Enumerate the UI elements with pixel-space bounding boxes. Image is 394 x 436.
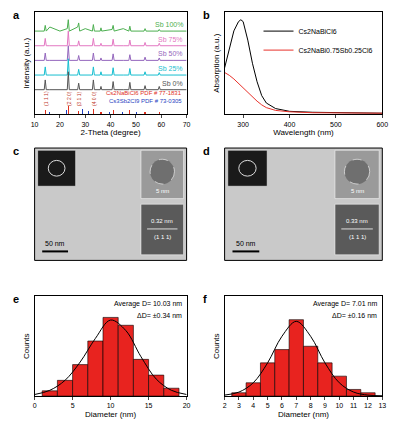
svg-text:10: 10	[107, 402, 115, 409]
svg-text:400: 400	[284, 121, 296, 128]
svg-text:Sb 25%: Sb 25%	[158, 65, 183, 72]
svg-text:Sb 75%: Sb 75%	[158, 36, 183, 43]
svg-text:15: 15	[145, 402, 153, 409]
svg-text:3: 3	[237, 402, 241, 409]
svg-text:30: 30	[81, 121, 89, 128]
svg-text:0.32 nm: 0.32 nm	[151, 218, 173, 224]
svg-text:Counts: Counts	[212, 334, 221, 359]
svg-text:(1 1 1): (1 1 1)	[154, 234, 171, 240]
svg-text:70: 70	[183, 121, 191, 128]
svg-text:2: 2	[223, 402, 227, 409]
svg-text:(1 1 1): (1 1 1)	[43, 91, 49, 106]
svg-text:12: 12	[364, 402, 372, 409]
svg-text:10: 10	[335, 402, 343, 409]
svg-text:Counts: Counts	[22, 334, 31, 359]
svg-text:f: f	[203, 293, 207, 305]
svg-text:4: 4	[251, 402, 255, 409]
svg-text:500: 500	[330, 121, 342, 128]
svg-text:5: 5	[266, 402, 270, 409]
svg-text:a: a	[13, 9, 20, 21]
svg-text:Absorption (a.u.): Absorption (a.u.)	[212, 33, 221, 92]
svg-text:Cs2NaBi0.75Sb0.25Cl6: Cs2NaBi0.75Sb0.25Cl6	[299, 47, 373, 54]
svg-text:20: 20	[183, 402, 191, 409]
svg-text:c: c	[13, 145, 19, 157]
svg-text:13: 13	[378, 402, 386, 409]
svg-text:10: 10	[31, 121, 39, 128]
svg-text:Sb 100%: Sb 100%	[155, 21, 183, 28]
svg-text:0: 0	[33, 402, 37, 409]
svg-text:0.33 nm: 0.33 nm	[346, 218, 368, 224]
svg-text:Diameter (nm): Diameter (nm)	[278, 410, 329, 419]
svg-text:Intensity (a.u.): Intensity (a.u.)	[22, 38, 31, 89]
svg-text:Cs2NaBiCl6 PDF # 77-1831: Cs2NaBiCl6 PDF # 77-1831	[106, 90, 182, 96]
svg-text:d: d	[203, 145, 210, 157]
svg-text:2-Theta (degree): 2-Theta (degree)	[81, 128, 141, 137]
svg-text:ΔD= ±0.16 nm: ΔD= ±0.16 nm	[332, 312, 377, 319]
svg-text:50 nm: 50 nm	[236, 240, 256, 247]
svg-text:Average D= 10.03 nm: Average D= 10.03 nm	[114, 300, 182, 308]
svg-text:Cs2NaBiCl6: Cs2NaBiCl6	[299, 28, 337, 35]
svg-text:(1 1 1): (1 1 1)	[349, 234, 366, 240]
svg-text:ΔD= ±0.34 nm: ΔD= ±0.34 nm	[137, 312, 182, 319]
svg-text:6: 6	[280, 402, 284, 409]
svg-text:(3 1 1): (3 1 1)	[76, 92, 82, 107]
svg-text:5 nm: 5 nm	[156, 188, 169, 194]
svg-text:7: 7	[294, 402, 298, 409]
svg-text:5 nm: 5 nm	[351, 188, 364, 194]
svg-text:300: 300	[237, 121, 249, 128]
svg-text:600: 600	[376, 121, 388, 128]
svg-text:9: 9	[323, 402, 327, 409]
svg-text:Cs3Sb2Cl9 PDF # 73-0305: Cs3Sb2Cl9 PDF # 73-0305	[109, 98, 182, 104]
svg-text:50: 50	[132, 121, 140, 128]
svg-text:b: b	[203, 9, 210, 21]
svg-text:Sb 50%: Sb 50%	[158, 50, 183, 57]
svg-text:Diameter (nm): Diameter (nm)	[85, 410, 136, 419]
svg-text:(2 2 0): (2 2 0)	[66, 91, 72, 106]
svg-text:11: 11	[350, 402, 357, 409]
svg-text:50 nm: 50 nm	[45, 240, 65, 247]
svg-text:e: e	[13, 293, 19, 305]
svg-text:5: 5	[71, 402, 75, 409]
svg-text:8: 8	[309, 402, 313, 409]
svg-text:Sb 0%: Sb 0%	[162, 80, 183, 87]
svg-text:20: 20	[56, 121, 64, 128]
svg-text:60: 60	[157, 121, 165, 128]
svg-text:Average D= 7.01 nm: Average D= 7.01 nm	[313, 300, 377, 308]
svg-text:40: 40	[107, 121, 115, 128]
svg-text:(4 0 0): (4 0 0)	[91, 91, 97, 106]
svg-text:Wavelength (nm): Wavelength (nm)	[273, 128, 334, 137]
